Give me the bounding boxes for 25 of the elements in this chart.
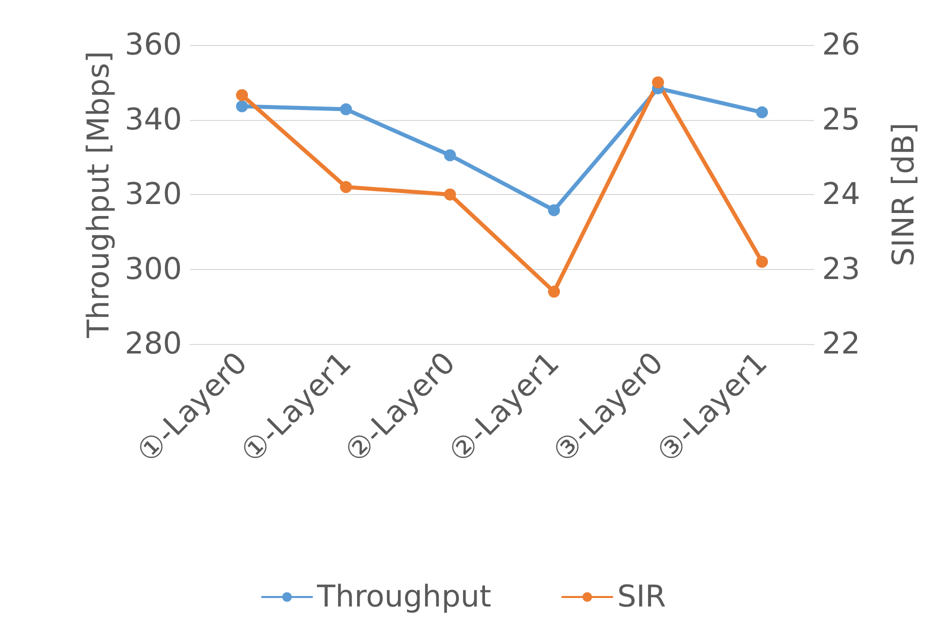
- legend-label: Throughput: [316, 580, 492, 614]
- point: [340, 181, 352, 194]
- point: [548, 286, 560, 298]
- point: [756, 106, 768, 118]
- point: [236, 100, 248, 112]
- y2-tick-label: 26: [822, 28, 860, 62]
- point: [444, 149, 456, 162]
- y-tick-label: 340: [124, 102, 182, 138]
- point: [236, 89, 248, 102]
- y-axis-title: Throughput [Mbps]: [81, 51, 116, 339]
- y2-tick-label: 22: [822, 326, 860, 362]
- y-tick-label: 280: [124, 326, 182, 362]
- y2-axis-title: SINR [dB]: [886, 122, 922, 266]
- y-tick-label: 320: [124, 177, 182, 212]
- y2-tick-label: 24: [822, 177, 860, 212]
- legend-label: SIR: [617, 580, 666, 614]
- point: [548, 204, 560, 216]
- y2-tick-label: 23: [822, 252, 860, 287]
- point: [444, 188, 456, 200]
- y-tick-label: 300: [124, 252, 182, 287]
- point: [756, 256, 768, 268]
- point: [340, 103, 352, 116]
- y-tick-label: 360: [124, 28, 182, 62]
- point: [652, 76, 664, 88]
- y2-tick-label: 25: [822, 102, 860, 138]
